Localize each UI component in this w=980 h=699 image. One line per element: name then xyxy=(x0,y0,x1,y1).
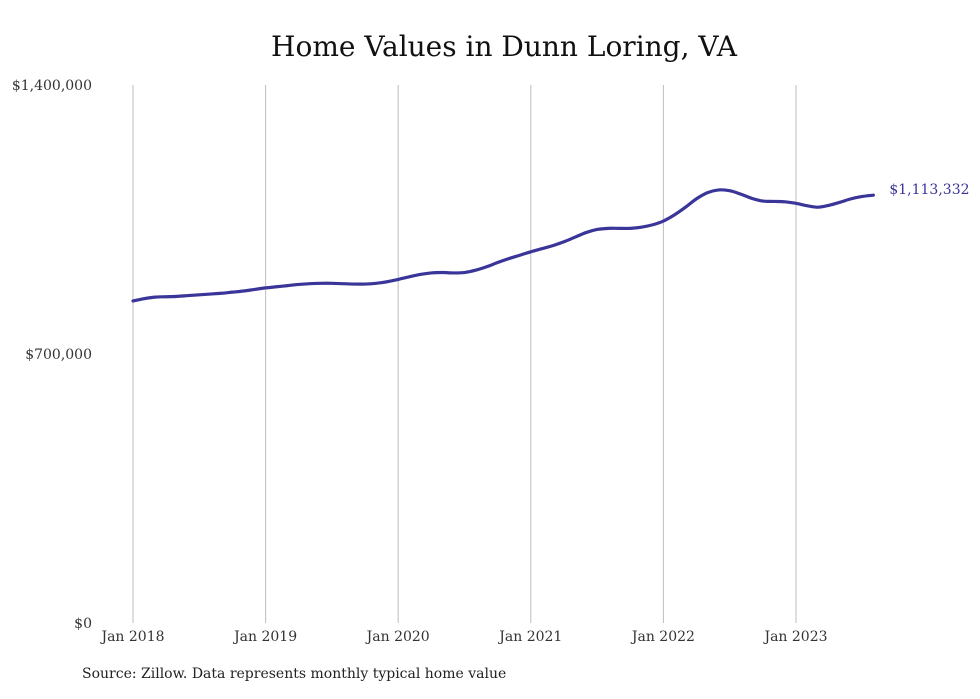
chart-title: Home Values in Dunn Loring, VA xyxy=(271,30,737,63)
end-value-label: $1,113,332 xyxy=(889,182,969,198)
x-tick-label: Jan 2020 xyxy=(365,629,430,645)
x-tick-label: Jan 2018 xyxy=(99,629,164,645)
grid-lines xyxy=(132,85,797,623)
series-line xyxy=(131,188,875,303)
source-note: Source: Zillow. Data represents monthly … xyxy=(82,666,507,682)
x-tick-label: Jan 2022 xyxy=(630,629,695,645)
x-tick-label: Jan 2019 xyxy=(232,629,297,645)
x-tick-label: Jan 2021 xyxy=(497,629,562,645)
x-tick-label: Jan 2023 xyxy=(762,629,827,645)
y-tick-label: $1,400,000 xyxy=(12,78,92,94)
x-axis-ticks: Jan 2018 Jan 2019 Jan 2020 Jan 2021 Jan 2022… xyxy=(99,629,827,645)
y-axis-ticks: $0 $700,000 $1,400,000 xyxy=(12,78,92,632)
y-tick-label: $700,000 xyxy=(25,347,92,363)
y-tick-label: $0 xyxy=(74,616,92,632)
series-layer: $1,113,332 xyxy=(131,182,970,303)
